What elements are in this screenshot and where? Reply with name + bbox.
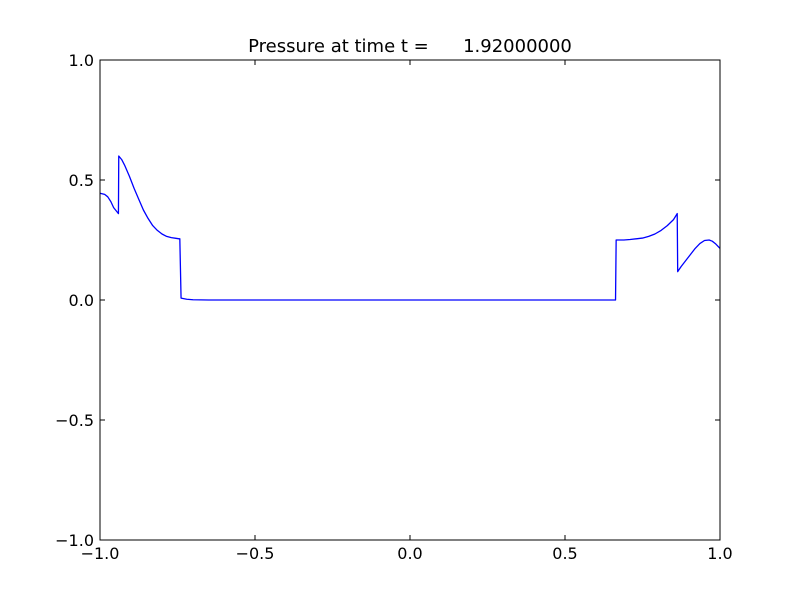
chart-title: Pressure at time t = 1.92000000: [248, 36, 572, 57]
y-tick-label: 0.5: [69, 171, 94, 190]
y-tick-label: 0.0: [69, 291, 94, 310]
x-tick-label: −1.0: [81, 544, 120, 563]
x-tick-label: −0.5: [236, 544, 275, 563]
y-tick-label: −1.0: [55, 531, 94, 550]
x-axis-ticks: −1.0 −0.5 0.0 0.5 1.0: [81, 60, 733, 563]
x-tick-label: 0.0: [397, 544, 422, 563]
y-tick-label: 1.0: [69, 51, 94, 70]
plot-area: [99, 155, 721, 301]
pressure-series-line: [99, 155, 721, 301]
y-axis-ticks: −1.0 −0.5 0.0 0.5 1.0: [55, 51, 720, 550]
x-tick-label: 0.5: [552, 544, 577, 563]
y-tick-label: −0.5: [55, 411, 94, 430]
x-tick-label: 1.0: [707, 544, 732, 563]
